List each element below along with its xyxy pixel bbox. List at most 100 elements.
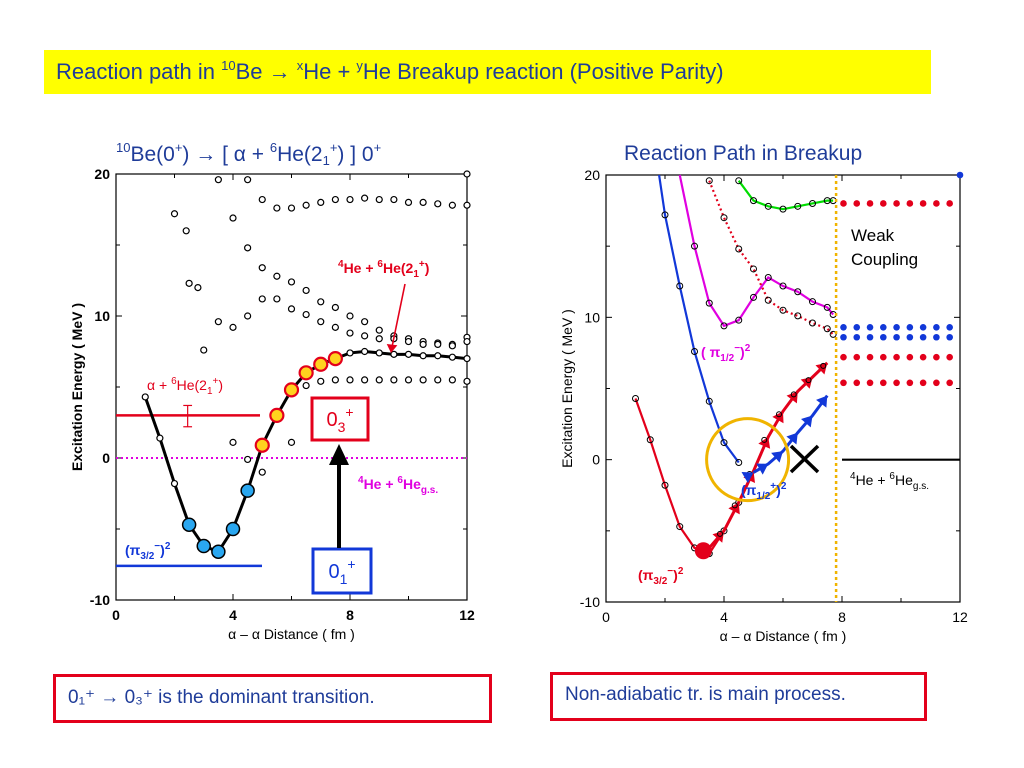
right-asymptotic-dot xyxy=(880,353,887,361)
right-asymptotic-dot xyxy=(906,323,914,331)
left-open-point xyxy=(434,376,442,384)
left-y-tick-label: 20 xyxy=(94,166,110,182)
left-path-point xyxy=(434,352,442,360)
right-series-point xyxy=(632,394,639,402)
left-open-point xyxy=(229,214,237,222)
right-series-point xyxy=(691,242,698,250)
right-asymptotic-dot xyxy=(853,353,861,361)
left-open-point xyxy=(244,244,252,252)
right-asymptotic-dot xyxy=(893,379,900,387)
left-open-point xyxy=(229,438,237,446)
right-asymptotic-dot xyxy=(880,323,887,331)
left-open-point xyxy=(463,201,471,209)
left-blue-point xyxy=(181,517,197,532)
right-series-point xyxy=(720,439,728,447)
right-series-point xyxy=(809,199,816,207)
left-path-point xyxy=(390,350,398,358)
left-blue-point xyxy=(211,544,226,559)
left-open-point xyxy=(317,298,325,306)
left-open-point xyxy=(448,342,456,350)
left-box-01 xyxy=(311,547,373,595)
left-open-point xyxy=(434,200,442,208)
right-asymptotic-dot xyxy=(880,333,887,341)
right-asymptotic-dot xyxy=(840,200,847,207)
left-transition-arrow-head xyxy=(329,444,349,465)
left-open-point xyxy=(273,272,281,280)
right-annotation-coupling: Coupling xyxy=(851,250,918,269)
right-dotted-branch-point xyxy=(794,312,802,320)
left-annotation-arrow-head xyxy=(386,343,398,353)
right-red-arrow-point xyxy=(805,377,812,384)
left-annotation-he4-he6-21: 4He + 6He(21+) xyxy=(338,259,429,280)
right-red-arrow-point xyxy=(790,391,797,398)
right-series-point xyxy=(779,282,787,290)
left-open-point xyxy=(258,264,266,272)
right-series-point xyxy=(750,293,757,301)
left-path-point xyxy=(361,347,369,356)
right-dotted-branch-point xyxy=(809,319,816,327)
left-box-03 xyxy=(310,396,370,442)
right-series-line xyxy=(737,180,834,211)
right-red-arrow-point xyxy=(820,362,827,369)
left-x-axis-label: α – α Distance ( fm ) xyxy=(228,626,355,642)
right-asymptotic-dot xyxy=(853,200,861,207)
left-open-point xyxy=(419,198,427,206)
right-asymptotic-dot xyxy=(880,200,887,207)
right-asymptotic-dot xyxy=(880,379,887,387)
left-open-point xyxy=(361,332,369,340)
right-dotted-branch-point xyxy=(779,306,787,314)
left-open-point xyxy=(244,455,252,464)
left-note-box: 0₁⁺ → 0₃⁺ is the dominant transition. xyxy=(53,674,492,723)
right-red-arrow-point xyxy=(776,411,782,418)
left-yellow-point xyxy=(269,407,285,423)
left-path-point xyxy=(448,353,456,361)
right-red-arrow-point xyxy=(731,502,738,509)
right-asymptotic-dot xyxy=(866,323,874,331)
right-red-arrow-head xyxy=(772,411,784,424)
left-yellow-point xyxy=(327,351,343,367)
right-asymptotic-dot xyxy=(893,323,900,331)
right-series-point xyxy=(691,347,698,355)
left-note-text: 0₁⁺ → 0₃⁺ is the dominant transition. xyxy=(68,687,375,708)
right-y-axis-label: Excitation Energy ( MeV ) xyxy=(559,309,575,468)
right-red-arrow-head xyxy=(815,362,828,375)
right-blue-arrow-head xyxy=(756,463,769,475)
left-open-point xyxy=(229,323,237,331)
left-open-point xyxy=(214,318,222,326)
left-yellow-point xyxy=(313,356,329,372)
left-box-03-label: 03+ xyxy=(326,404,353,435)
left-box-01-label: 01+ xyxy=(328,556,355,587)
left-path-point xyxy=(419,352,427,360)
right-asymptotic-dot xyxy=(840,323,847,331)
left-open-point xyxy=(375,335,383,343)
right-series-point xyxy=(661,481,669,489)
right-annotation-pi12-plus: (π1/2+)2 xyxy=(741,481,787,502)
left-open-point xyxy=(375,195,383,204)
right-asymptotic-dot xyxy=(866,333,874,341)
left-open-point xyxy=(331,323,339,331)
left-annotation-arrow-line xyxy=(391,283,406,348)
right-annotation-pi32: (π3/2−)2 xyxy=(638,566,684,587)
right-asymptotic-dot xyxy=(853,333,861,341)
left-open-point xyxy=(361,194,369,202)
right-asymptotic-dot xyxy=(919,333,927,341)
right-series-point xyxy=(779,205,787,213)
left-path-point xyxy=(141,393,149,401)
left-open-point xyxy=(404,198,413,206)
right-annotation-threshold: 4He + 6Heg.s. xyxy=(850,471,929,492)
right-asymptotic-dot xyxy=(946,379,953,387)
left-open-point xyxy=(448,201,456,209)
left-open-point xyxy=(346,195,354,204)
right-asymptotic-dot xyxy=(893,333,900,341)
right-asymptotic-dot xyxy=(933,200,940,207)
right-red-arrow-point xyxy=(761,436,768,443)
left-open-point xyxy=(317,198,325,206)
left-open-point xyxy=(434,340,442,348)
left-x-tick-label: 12 xyxy=(459,607,475,623)
right-asymptotic-dot xyxy=(946,200,953,207)
left-x-tick-label: 4 xyxy=(229,607,237,623)
right-asymptotic-dot xyxy=(919,200,927,207)
right-chart-title: Reaction Path in Breakup xyxy=(624,142,863,165)
right-asymptotic-dot xyxy=(840,379,847,387)
